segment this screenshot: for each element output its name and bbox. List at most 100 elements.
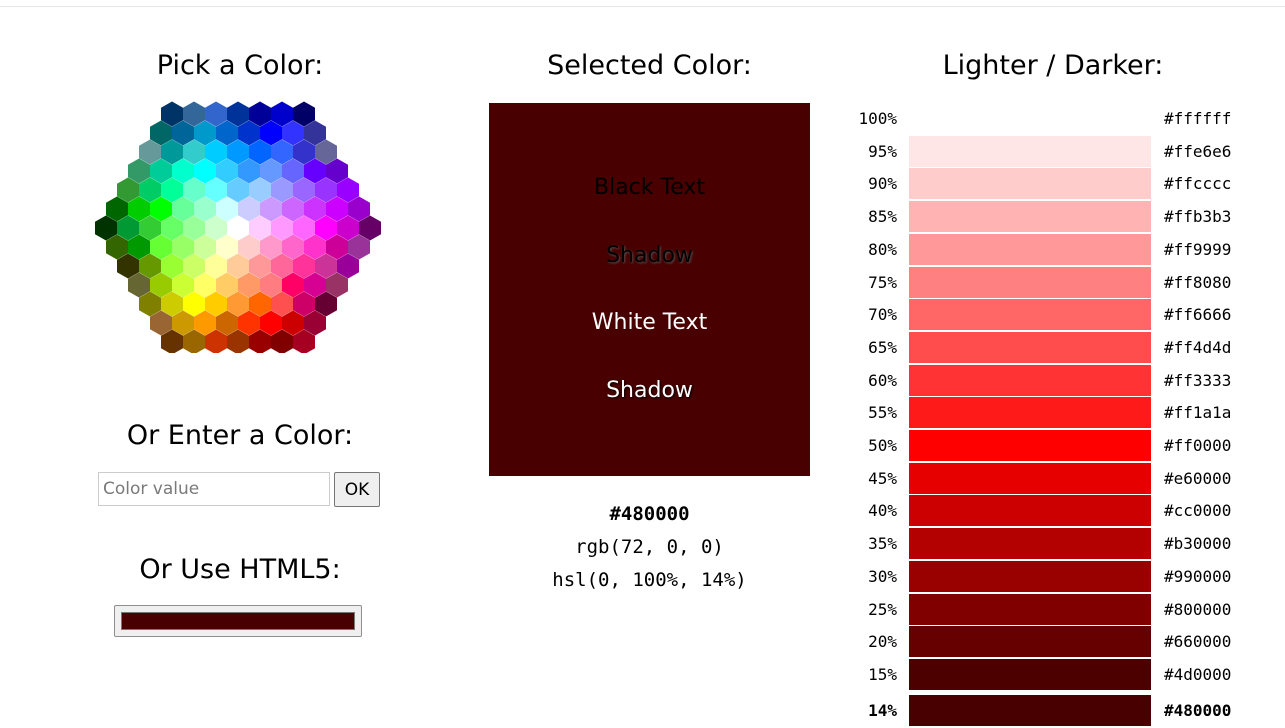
color-hexagon[interactable] [227, 139, 249, 165]
color-hexagon[interactable] [150, 120, 172, 146]
color-hexagon[interactable] [183, 177, 205, 203]
color-hexagon[interactable] [194, 272, 216, 298]
shade-swatch[interactable] [909, 168, 1151, 200]
shade-hex[interactable]: #ff9999 [1164, 239, 1232, 259]
color-hexagon[interactable] [172, 234, 194, 260]
color-hexagon[interactable] [161, 177, 183, 203]
html5-color-input[interactable] [114, 605, 362, 637]
color-hexagon[interactable] [293, 139, 315, 165]
shade-hex[interactable]: #ffe6e6 [1164, 141, 1232, 161]
shade-row[interactable]: 60% #ff3333 [845, 364, 1275, 396]
color-hexagon[interactable] [271, 177, 293, 203]
color-hexagon[interactable] [238, 272, 260, 298]
shade-hex[interactable]: #800000 [1164, 599, 1232, 619]
color-hexagon[interactable] [238, 196, 260, 222]
color-hexagon[interactable] [150, 310, 172, 336]
color-hexagon[interactable] [205, 291, 227, 317]
color-hexagon[interactable] [227, 291, 249, 317]
color-hexagon[interactable] [293, 101, 315, 127]
color-hexagon[interactable] [249, 329, 271, 354]
ok-button[interactable]: OK [334, 472, 380, 507]
color-hexagon[interactable] [150, 272, 172, 298]
color-hexagon[interactable] [139, 215, 161, 241]
color-hexagon[interactable] [183, 253, 205, 279]
color-hexagon[interactable] [172, 310, 194, 336]
color-hexagon[interactable] [282, 272, 304, 298]
shade-row[interactable]: 20% #660000 [845, 626, 1275, 658]
color-hexagon[interactable] [359, 215, 381, 241]
shade-row[interactable]: 85% #ffb3b3 [845, 201, 1275, 233]
color-hexagon[interactable] [172, 196, 194, 222]
color-hexagon[interactable] [304, 196, 326, 222]
shade-row[interactable]: 100% #ffffff [845, 103, 1275, 134]
shade-hex[interactable]: #b30000 [1164, 534, 1232, 554]
shade-swatch[interactable] [909, 201, 1151, 233]
shade-row[interactable]: 45% #e60000 [845, 462, 1275, 494]
shade-row[interactable]: 90% #ffcccc [845, 168, 1275, 200]
color-hexagon[interactable] [117, 177, 139, 203]
color-hexagon[interactable] [128, 158, 150, 184]
color-hexagon[interactable] [205, 177, 227, 203]
color-hexagon[interactable] [139, 291, 161, 317]
color-hexagon[interactable] [282, 310, 304, 336]
shade-swatch[interactable] [909, 626, 1151, 658]
shade-swatch[interactable] [909, 299, 1151, 331]
color-hexagon[interactable] [260, 310, 282, 336]
color-hexagon[interactable] [161, 329, 183, 354]
shade-row[interactable]: 50% #ff0000 [845, 430, 1275, 461]
shade-row[interactable]: 95% #ffe6e6 [845, 135, 1275, 167]
color-hexagon[interactable] [227, 253, 249, 279]
color-hexagon[interactable] [194, 120, 216, 146]
color-hexagon[interactable] [238, 234, 260, 260]
color-hexagon[interactable] [205, 215, 227, 241]
shade-swatch[interactable] [909, 233, 1151, 265]
color-hexagon[interactable] [205, 253, 227, 279]
shade-swatch[interactable] [909, 593, 1151, 625]
shade-hex[interactable]: #cc0000 [1164, 501, 1232, 521]
color-hexagon[interactable] [194, 234, 216, 260]
color-hexagon[interactable] [194, 196, 216, 222]
color-hexagon[interactable] [293, 291, 315, 317]
color-hexagon[interactable] [337, 215, 359, 241]
color-hexagon[interactable] [139, 253, 161, 279]
color-value-input[interactable] [98, 472, 330, 506]
color-hexagon[interactable] [304, 310, 326, 336]
color-hexagon[interactable] [293, 253, 315, 279]
color-hexagon[interactable] [216, 196, 238, 222]
color-hexagon[interactable] [260, 120, 282, 146]
shade-hex[interactable]: #ff4d4d [1164, 337, 1232, 357]
shade-hex[interactable]: #990000 [1164, 566, 1232, 586]
color-hexagon[interactable] [216, 120, 238, 146]
color-hexagon[interactable] [326, 272, 348, 298]
color-hexagon[interactable] [337, 177, 359, 203]
color-hexagon[interactable] [315, 291, 337, 317]
color-hexagon[interactable] [337, 253, 359, 279]
color-hexagon[interactable] [139, 139, 161, 165]
shade-row[interactable]: 25% #800000 [845, 593, 1275, 625]
color-hexagon[interactable] [249, 101, 271, 127]
color-hexagon[interactable] [249, 215, 271, 241]
color-hexagon[interactable] [304, 158, 326, 184]
color-hexagon[interactable] [282, 120, 304, 146]
color-hexagon[interactable] [271, 101, 293, 127]
color-hexagon[interactable] [238, 310, 260, 336]
color-hexagon[interactable] [304, 120, 326, 146]
color-hexagon[interactable] [315, 215, 337, 241]
color-hexagon[interactable] [304, 272, 326, 298]
color-hexagon[interactable] [216, 234, 238, 260]
shade-swatch[interactable] [909, 266, 1151, 298]
hexagon-color-map[interactable] [90, 101, 386, 353]
color-hexagon[interactable] [216, 310, 238, 336]
shade-hex[interactable]: #ff1a1a [1164, 403, 1232, 423]
color-hexagon[interactable] [227, 101, 249, 127]
color-hexagon[interactable] [293, 215, 315, 241]
color-hexagon[interactable] [249, 253, 271, 279]
color-hexagon[interactable] [260, 234, 282, 260]
color-hexagon[interactable] [293, 329, 315, 354]
shade-hex[interactable]: #660000 [1164, 632, 1232, 652]
color-hexagon[interactable] [249, 139, 271, 165]
color-hexagon[interactable] [161, 253, 183, 279]
color-hexagon[interactable] [227, 215, 249, 241]
shade-row[interactable]: 30% #990000 [845, 560, 1275, 592]
color-hexagon[interactable] [271, 215, 293, 241]
